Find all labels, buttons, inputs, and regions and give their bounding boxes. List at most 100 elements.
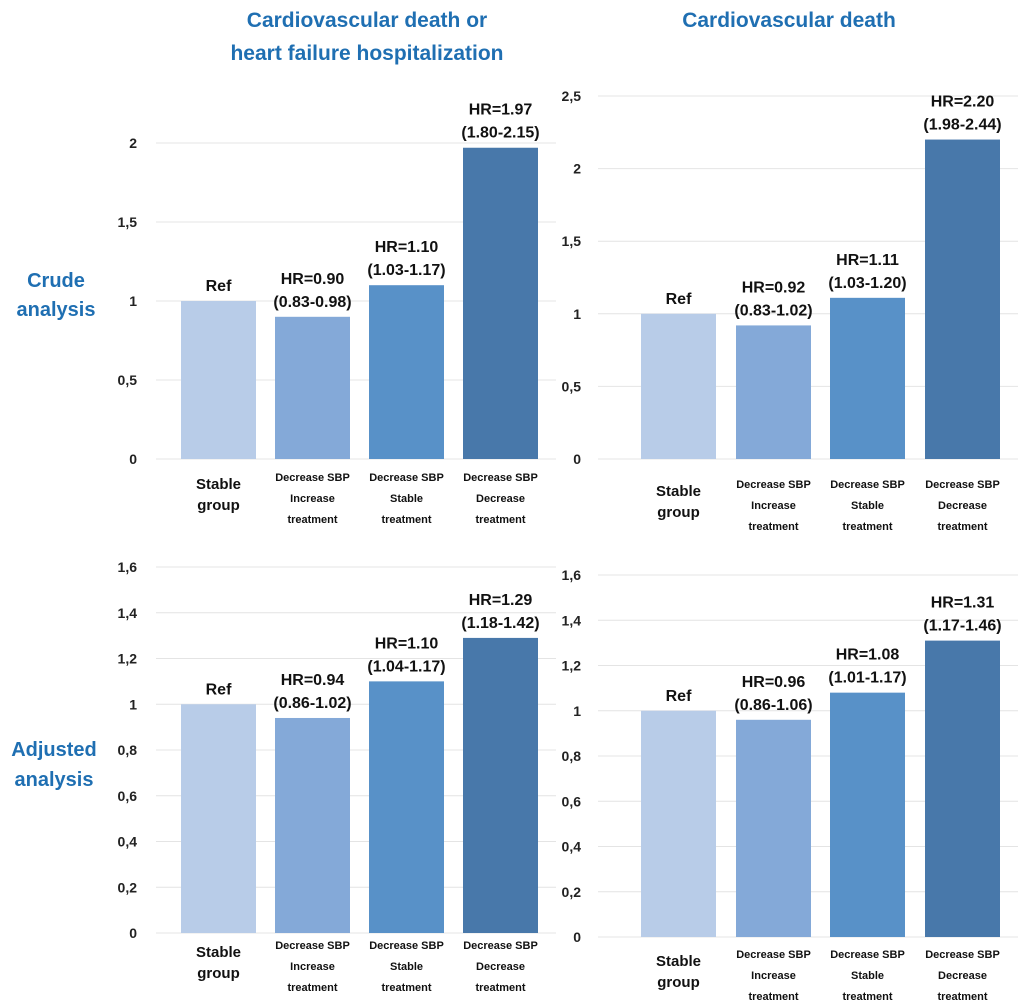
y-tick-label: 0,4 (562, 839, 582, 855)
bar-3 (925, 640, 1000, 937)
category-label: Stable (851, 970, 884, 982)
row-label-1-line-1: analysis (15, 769, 94, 791)
data-label: Ref (206, 278, 232, 295)
y-tick-label: 1,2 (562, 658, 582, 674)
category-label: Decrease SBP (275, 472, 350, 484)
row-labels: Crude analysis Adjusted analysis (11, 270, 97, 791)
data-label: HR=1.10 (375, 635, 439, 652)
category-label: Decrease SBP (925, 949, 1000, 961)
y-tick-label: 1,2 (118, 651, 138, 667)
category-label: treatment (748, 991, 798, 1003)
y-tick-label: 0 (573, 929, 581, 945)
data-label: HR=1.10 (375, 239, 439, 256)
data-label: (1.03-1.17) (367, 262, 445, 279)
data-label: (0.86-1.06) (734, 697, 812, 714)
category-label: Decrease (476, 493, 525, 505)
chart-panel-adjusted-cv-death: 0 0,2 0,4 0,6 0,8 1 1,2 1,4 1,6 Ref HR=0.96 (0.86-1… (562, 567, 1018, 1003)
data-label: (1.04-1.17) (367, 658, 445, 675)
data-label: HR=0.96 (742, 674, 806, 691)
bar-2 (369, 285, 444, 459)
row-label-0-line-1: analysis (17, 299, 96, 321)
category-label: Stable (196, 944, 241, 961)
y-tick-label: 0,5 (118, 372, 138, 388)
column-titles: Cardiovascular death or heart failure hos… (230, 9, 895, 65)
category-label: Decrease SBP (369, 940, 444, 952)
y-tick-label: 2,5 (562, 88, 582, 104)
y-tick-label: 1,5 (562, 233, 582, 249)
data-label: Ref (206, 681, 232, 698)
category-label: group (197, 497, 240, 514)
category-label: treatment (381, 982, 431, 994)
chart-panel-adjusted-cv-death-or-hf: 0 0,2 0,4 0,6 0,8 1 1,2 1,4 1,6 Ref HR=0.94 (0.86-1… (118, 559, 556, 994)
y-tick-label: 1 (129, 696, 137, 712)
bar-1 (736, 719, 811, 937)
data-label: (1.17-1.46) (923, 618, 1001, 635)
data-label: HR=0.94 (281, 672, 345, 689)
data-label: (1.80-2.15) (461, 125, 539, 142)
category-label: Decrease (938, 500, 987, 512)
category-label: group (657, 504, 700, 521)
data-label: HR=1.29 (469, 592, 533, 609)
bar-1 (275, 316, 350, 459)
category-label: Decrease SBP (830, 949, 905, 961)
bar-0 (641, 313, 716, 459)
category-label: treatment (937, 521, 987, 533)
chart-panel-crude-cv-death: 0 0,5 1 1,5 2 2,5 Ref HR=0.92 (0.83-1.02) HR=1.11… (562, 88, 1018, 533)
category-label: Increase (751, 500, 796, 512)
bar-2 (830, 297, 905, 459)
y-tick-label: 0,4 (118, 834, 138, 850)
data-label: HR=1.08 (836, 647, 900, 664)
data-label: (1.18-1.42) (461, 615, 539, 632)
data-label: (1.98-2.44) (923, 117, 1001, 134)
y-tick-label: 1 (129, 293, 137, 309)
data-label: (0.86-1.02) (273, 695, 351, 712)
bar-2 (830, 692, 905, 937)
category-label: group (197, 965, 240, 982)
category-label: Decrease SBP (463, 472, 538, 484)
bar-3 (925, 139, 1000, 459)
category-label: treatment (842, 991, 892, 1003)
y-tick-label: 2 (129, 135, 137, 151)
y-tick-label: 0,6 (562, 793, 582, 809)
column-title-1-line-0: Cardiovascular death (682, 9, 896, 32)
category-label: Decrease SBP (369, 472, 444, 484)
y-tick-label: 0 (573, 451, 581, 467)
bar-0 (181, 704, 256, 933)
data-label: HR=2.20 (931, 94, 995, 111)
y-tick-label: 0 (129, 925, 137, 941)
bar-3 (463, 147, 538, 460)
category-label: Decrease SBP (830, 479, 905, 491)
category-label: treatment (475, 514, 525, 526)
category-label: Increase (751, 970, 796, 982)
category-label: treatment (842, 521, 892, 533)
category-label: Increase (290, 961, 335, 973)
y-tick-label: 0,2 (562, 884, 582, 900)
category-label: Stable (390, 961, 423, 973)
category-label: Stable (196, 476, 241, 493)
y-tick-label: 0,6 (118, 788, 138, 804)
category-label: group (657, 974, 700, 991)
y-tick-label: 0 (129, 451, 137, 467)
y-tick-label: 0,8 (118, 742, 138, 758)
data-label: (0.83-0.98) (273, 294, 351, 311)
category-label: Decrease SBP (463, 940, 538, 952)
y-tick-label: 0,8 (562, 748, 582, 764)
data-label: (1.01-1.17) (828, 670, 906, 687)
category-label: treatment (748, 521, 798, 533)
category-label: Decrease (476, 961, 525, 973)
category-label: Stable (656, 483, 701, 500)
y-tick-label: 2 (573, 161, 581, 177)
category-label: Stable (656, 953, 701, 970)
category-label: Stable (851, 500, 884, 512)
y-tick-label: 1,4 (562, 612, 582, 628)
category-label: treatment (475, 982, 525, 994)
data-label: HR=1.11 (836, 252, 899, 269)
column-title-0-line-0: Cardiovascular death or (247, 9, 487, 32)
y-tick-label: 1,6 (562, 567, 582, 583)
bar-1 (736, 325, 811, 459)
column-title-0-line-1: heart failure hospitalization (230, 42, 503, 65)
category-label: Decrease SBP (925, 479, 1000, 491)
y-tick-label: 1 (573, 306, 581, 322)
bar-0 (181, 301, 256, 459)
